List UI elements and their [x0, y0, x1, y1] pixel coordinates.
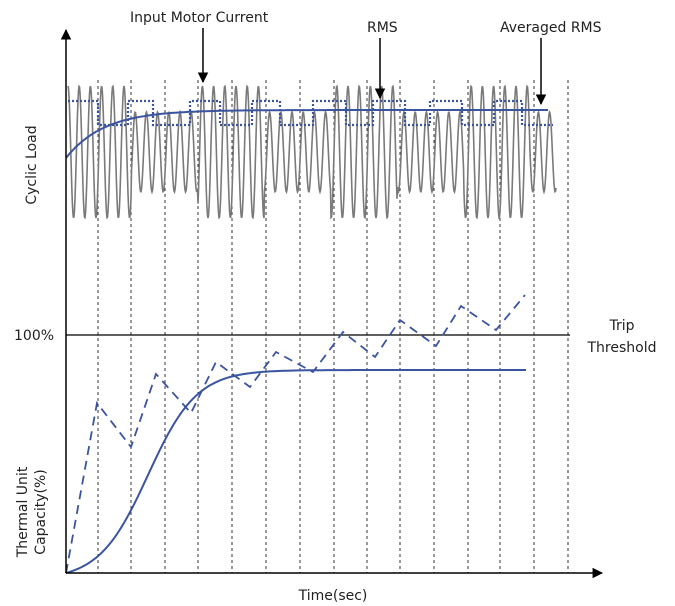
thermal-capacity-dashed-curve	[65, 294, 526, 574]
thermal-capacity-smooth-curve	[65, 369, 526, 574]
time-axis-label: Time(sec)	[298, 588, 368, 604]
trip-label: Trip	[608, 318, 634, 334]
hundred-percent-label: 100%	[14, 328, 54, 344]
thermal-capacity-axis-label: Thermal Unit Capacity(%)	[15, 466, 49, 558]
rms-step-line	[68, 99, 553, 127]
thermal-label-line-2: Capacity(%)	[33, 469, 49, 554]
rms-label: RMS	[367, 20, 398, 36]
averaged-rms-label: Averaged RMS	[500, 20, 602, 36]
input-motor-current-label: Input Motor Current	[130, 10, 269, 26]
threshold-label: Threshold	[587, 340, 657, 356]
averaged-rms-curve	[65, 109, 548, 159]
input-motor-current-wave	[67, 84, 557, 220]
thermal-label-line-1: Thermal Unit	[15, 466, 31, 558]
time-gridlines	[97, 80, 569, 573]
cyclic-load-axis-label: Cyclic Load	[24, 125, 40, 204]
